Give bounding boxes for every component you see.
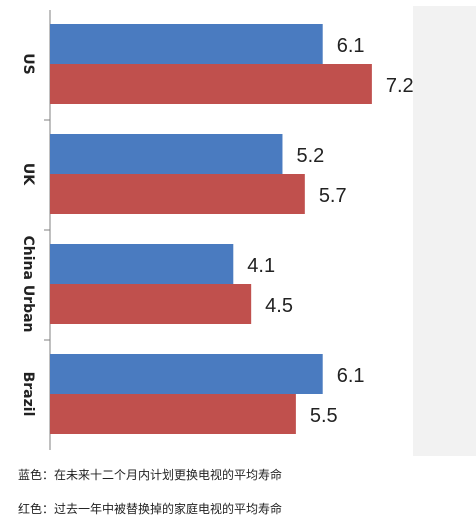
data-label-china-urban-series-1: 4.1 bbox=[247, 255, 275, 277]
data-label-uk-series-1: 5.2 bbox=[296, 145, 324, 167]
data-label-us-series-1: 6.1 bbox=[337, 35, 365, 57]
bar-us-series-1 bbox=[50, 24, 323, 64]
bar-brazil-series-1 bbox=[50, 354, 323, 394]
data-label-china-urban-series-2: 4.5 bbox=[265, 295, 293, 317]
right-gray-panel bbox=[413, 6, 476, 456]
bar-china-urban-series-2 bbox=[50, 284, 252, 324]
bar-uk-series-1 bbox=[50, 134, 283, 174]
caption-red-series: 红色：过去一年中被替换掉的家庭电视的平均寿命 bbox=[18, 502, 283, 516]
bar-uk-series-2 bbox=[50, 174, 305, 214]
data-label-uk-series-2: 5.7 bbox=[319, 185, 347, 207]
category-label-china-urban: China Urban bbox=[20, 235, 36, 332]
data-label-us-series-2: 7.2 bbox=[386, 75, 414, 97]
data-label-brazil-series-1: 6.1 bbox=[337, 365, 365, 387]
data-label-brazil-series-2: 5.5 bbox=[310, 405, 338, 427]
category-label-uk: UK bbox=[20, 163, 36, 186]
bar-us-series-2 bbox=[50, 64, 372, 104]
bar-brazil-series-2 bbox=[50, 394, 296, 434]
category-label-us: US bbox=[20, 53, 36, 74]
caption-blue-series: 蓝色：在未来十二个月内计划更换电视的平均寿命 bbox=[18, 468, 283, 482]
bar-china-urban-series-1 bbox=[50, 244, 234, 284]
category-label-brazil: Brazil bbox=[20, 372, 36, 417]
